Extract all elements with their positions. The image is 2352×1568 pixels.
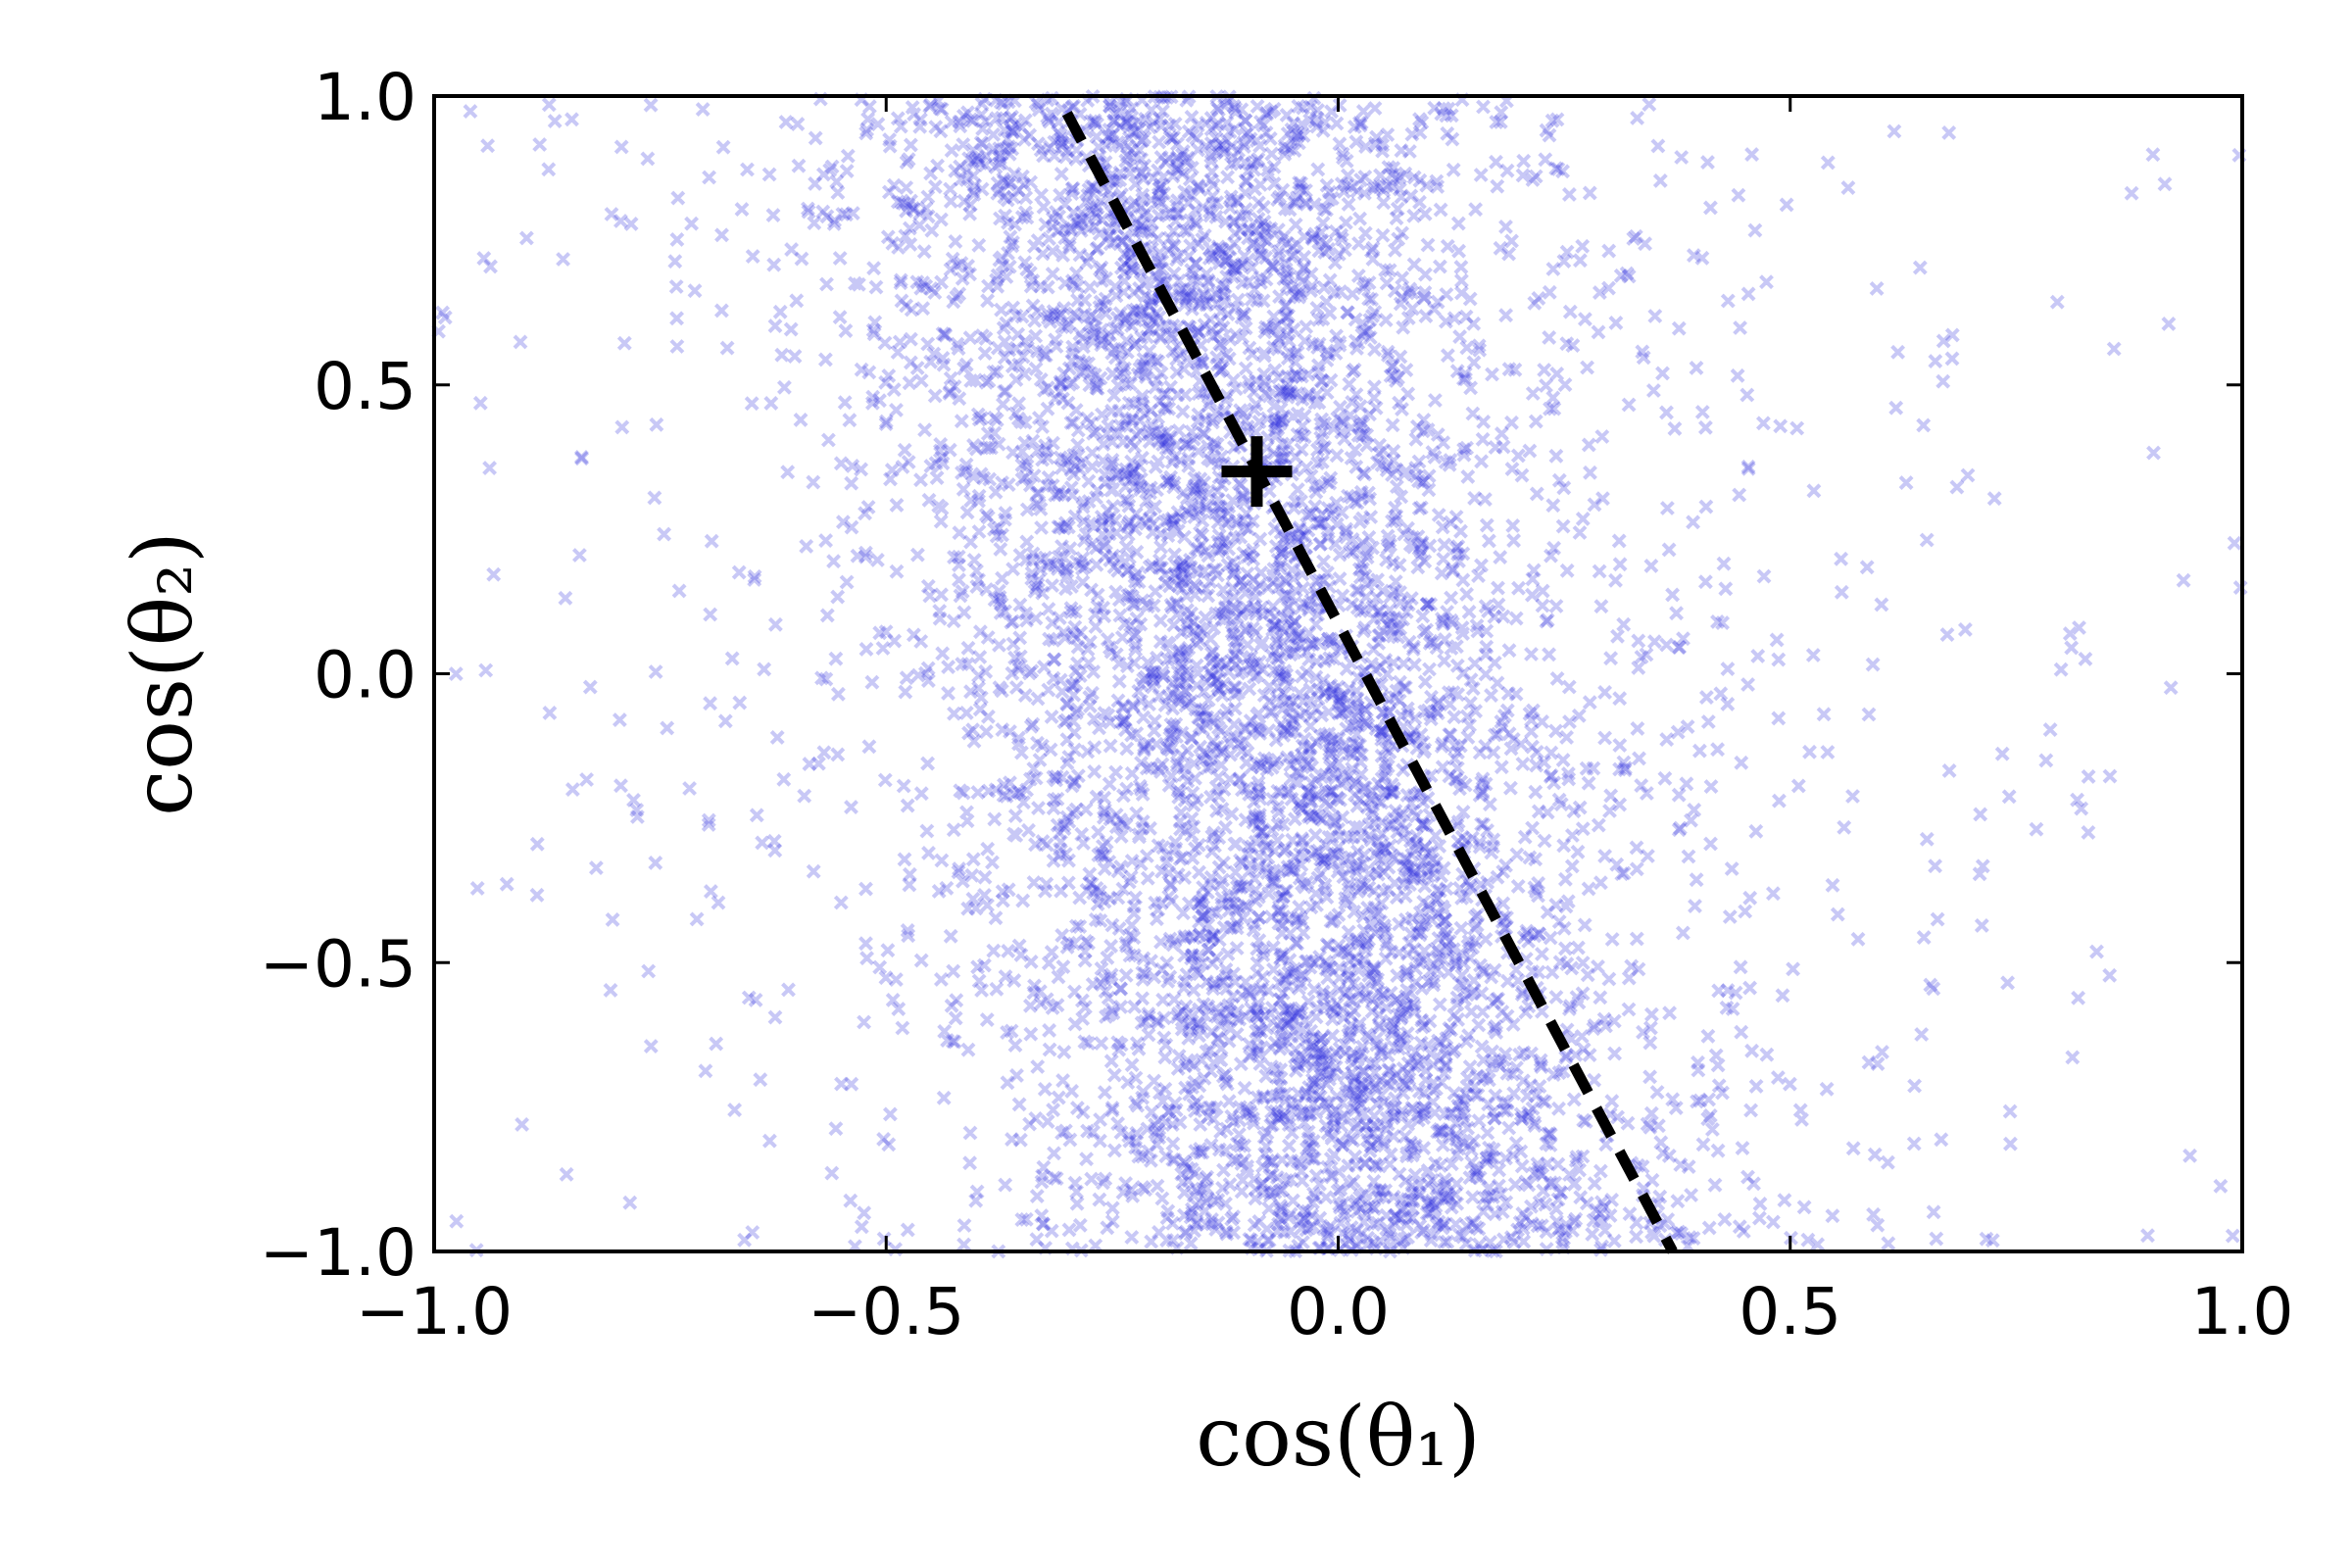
x-tick-label: 0.0	[1287, 1274, 1390, 1349]
reference-dashed-line	[1061, 111, 1678, 1254]
scatter-point-group	[431, 99, 2173, 1254]
scatter-point-group	[472, 100, 2240, 1255]
scatter-point-group	[468, 91, 2085, 1259]
scatter-point-group	[582, 94, 2191, 1257]
scatter-point-group	[518, 93, 2247, 1256]
scatter-point-group	[437, 89, 1976, 1257]
x-tick-label: −1.0	[356, 1274, 513, 1349]
y-tick-label: 0.5	[314, 349, 416, 424]
reference-point-marker	[1221, 436, 1293, 508]
scatter-point-group	[448, 93, 2161, 1247]
scatter-point-group	[529, 89, 2198, 1258]
scatter-points	[431, 88, 2248, 1259]
y-tick-label: 1.0	[314, 60, 416, 135]
y-tick-label: −1.0	[260, 1215, 416, 1291]
scatter-point-group	[483, 92, 2229, 1258]
scatter-point-group	[542, 89, 2096, 1257]
scatter-point-group	[480, 88, 2177, 1250]
x-tick-label: 1.0	[2191, 1274, 2294, 1349]
plot-frame	[432, 94, 2244, 1253]
x-axis-label: cos(θ₁)	[1196, 1389, 1481, 1485]
x-tick-label: 0.5	[1739, 1274, 1841, 1349]
y-tick-label: 0.0	[314, 638, 416, 713]
scatter-point-group	[529, 90, 2242, 1259]
y-tick-labels: −1.0 −0.5 0.0 0.5 1.0	[260, 60, 416, 1291]
scatter-point-group	[513, 89, 2248, 1259]
x-tick-labels: −1.0 −0.5 0.0 0.5 1.0	[356, 1274, 2294, 1349]
y-axis-label: cos(θ₂)	[115, 531, 211, 816]
y-tick-label: −0.5	[260, 926, 416, 1002]
scatter-point-group	[558, 91, 2002, 1258]
x-tick-label: −0.5	[808, 1274, 964, 1349]
